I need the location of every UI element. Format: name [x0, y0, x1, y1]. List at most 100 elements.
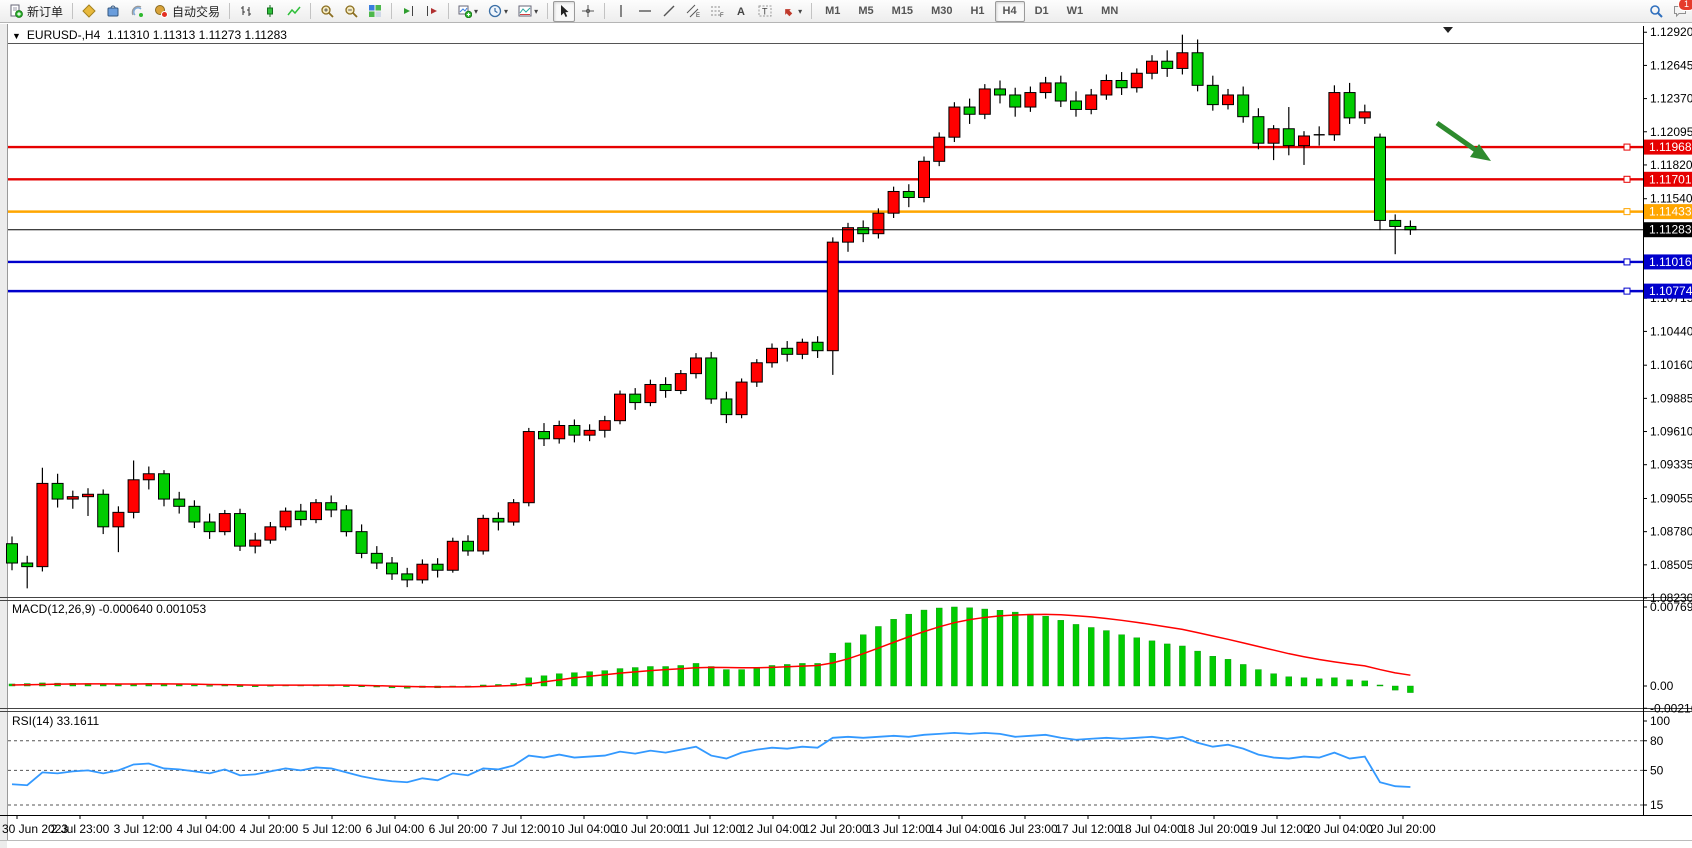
- macd-histogram-bar: [1331, 677, 1338, 687]
- signals-button[interactable]: [126, 1, 148, 22]
- macd-histogram-bar: [936, 607, 943, 687]
- macd-histogram-bar: [586, 671, 593, 687]
- line-handle[interactable]: [1623, 143, 1631, 151]
- zoom-out-button[interactable]: [340, 1, 362, 22]
- tf-m1-button[interactable]: M1: [817, 1, 848, 22]
- candle-up: [249, 539, 262, 547]
- autotrading-icon: [154, 4, 169, 18]
- cursor-button[interactable]: [553, 0, 576, 22]
- timeframe-label: M30: [931, 5, 953, 17]
- chart-dropdown-icon[interactable]: ▼: [12, 31, 21, 41]
- tf-h4-button[interactable]: H4: [994, 0, 1025, 22]
- search-button[interactable]: [1645, 1, 1667, 22]
- annotation-arrow-shaft[interactable]: [1435, 120, 1479, 154]
- macd-histogram-bar: [647, 666, 654, 687]
- tf-w1-button[interactable]: W1: [1059, 1, 1092, 22]
- horizontal-line-button[interactable]: [634, 1, 656, 22]
- price-tick-label: 1.08505: [1650, 558, 1692, 572]
- trendline-button[interactable]: [658, 1, 680, 22]
- candle-up: [1176, 52, 1189, 69]
- zoom-in-button[interactable]: [316, 1, 338, 22]
- price-level-badge: [1644, 139, 1692, 155]
- date-label: 13 Jul 12:00: [866, 822, 932, 836]
- chart-shift-button[interactable]: [421, 1, 443, 22]
- line-handle[interactable]: [1623, 208, 1631, 216]
- tf-m30-button[interactable]: M30: [923, 1, 960, 22]
- date-label: 3 Jul 12:00: [114, 822, 173, 836]
- rsi-tick-label: 100: [1650, 714, 1670, 728]
- candle-up: [1024, 92, 1037, 108]
- new-chart-button[interactable]: ▾: [454, 1, 482, 22]
- equidistant-channel-button[interactable]: E: [682, 1, 704, 22]
- timeframe-label: M15: [891, 5, 914, 17]
- main-toolbar: 新订单 自动交易 ▾ ▾ ▾ E F A T ▾ M1 M5 M15 M30 H1 H4 D1 W1 MN 1: [0, 0, 1692, 23]
- rsi-indicator-label: RSI(14) 33.1611: [12, 714, 100, 728]
- macd-tick-label: 0.007698: [1650, 600, 1692, 614]
- macd-histogram-bar: [1103, 630, 1110, 687]
- arrows-button[interactable]: ▾: [778, 1, 806, 22]
- tf-h1-button[interactable]: H1: [962, 1, 992, 22]
- macd-histogram-bar: [632, 667, 639, 687]
- periods-button[interactable]: ▾: [484, 1, 512, 22]
- line-chart-button[interactable]: [283, 1, 305, 22]
- tf-m15-button[interactable]: M15: [884, 1, 921, 22]
- autotrading-button[interactable]: 自动交易: [150, 1, 224, 22]
- price-tick-label: 1.10160: [1650, 358, 1692, 372]
- macd-histogram-bar: [768, 665, 776, 687]
- line-handle[interactable]: [1623, 287, 1631, 295]
- low-value: 1.11273: [198, 28, 242, 42]
- date-label: 20 Jul 04:00: [1307, 822, 1373, 836]
- candle-down: [659, 383, 672, 392]
- price-tick-label: 1.09335: [1650, 458, 1692, 472]
- candle-down: [294, 510, 307, 521]
- candle-up: [1085, 94, 1098, 110]
- new-order-icon: [9, 4, 23, 18]
- macd-histogram-bar: [814, 663, 821, 687]
- macd-histogram-bar: [1361, 680, 1369, 687]
- chat-button[interactable]: 1: [1669, 0, 1692, 22]
- vertical-line-button[interactable]: [610, 1, 632, 22]
- macd-histogram-bar: [1118, 634, 1125, 687]
- timeframe-label: D1: [1034, 5, 1049, 17]
- date-label: 4 Jul 04:00: [177, 822, 236, 836]
- new-order-button[interactable]: 新订单: [5, 1, 67, 22]
- crosshair-icon: [581, 4, 595, 18]
- fibonacci-button[interactable]: F: [706, 1, 728, 22]
- tf-mn-button[interactable]: MN: [1093, 1, 1126, 22]
- price-tick-label: 1.12920: [1650, 25, 1692, 39]
- auto-scroll-button[interactable]: [397, 1, 419, 22]
- price-tick-label: 1.11540: [1650, 192, 1692, 206]
- candlestick-chart-button[interactable]: [259, 1, 281, 22]
- date-label: 12 Jul 04:00: [740, 822, 806, 836]
- date-label: 11 Jul 12:00: [678, 822, 743, 836]
- chart-background[interactable]: [0, 24, 1692, 841]
- line-handle[interactable]: [1623, 258, 1631, 266]
- tf-d1-button[interactable]: D1: [1027, 1, 1057, 22]
- tile-windows-button[interactable]: [364, 1, 386, 22]
- dropdown-caret-icon: ▾: [798, 6, 803, 16]
- tf-m5-button[interactable]: M5: [850, 1, 881, 22]
- line-handle[interactable]: [1623, 175, 1631, 183]
- templates-button[interactable]: ▾: [514, 1, 542, 22]
- market-button[interactable]: [102, 1, 124, 22]
- text-label-button[interactable]: T: [754, 1, 776, 22]
- chart-shift-marker[interactable]: [1443, 27, 1453, 33]
- text-button[interactable]: A: [730, 1, 752, 22]
- trendline-icon: [662, 4, 676, 18]
- dropdown-caret-icon: ▾: [504, 6, 509, 16]
- metaeditor-button[interactable]: [78, 1, 100, 22]
- candle-down: [97, 493, 110, 528]
- line-chart-icon: [287, 4, 301, 18]
- template-icon: [518, 4, 532, 18]
- annotation-arrow-head[interactable]: [1470, 144, 1491, 161]
- vline-icon: [614, 4, 628, 18]
- macd-histogram-bar: [799, 663, 806, 687]
- macd-histogram-bar: [1057, 620, 1065, 687]
- tile-windows-icon: [368, 4, 382, 18]
- price-tick-label: 1.08780: [1650, 525, 1692, 539]
- channel-icon: E: [686, 4, 700, 18]
- crosshair-button[interactable]: [577, 1, 599, 22]
- bar-chart-button[interactable]: [235, 1, 257, 22]
